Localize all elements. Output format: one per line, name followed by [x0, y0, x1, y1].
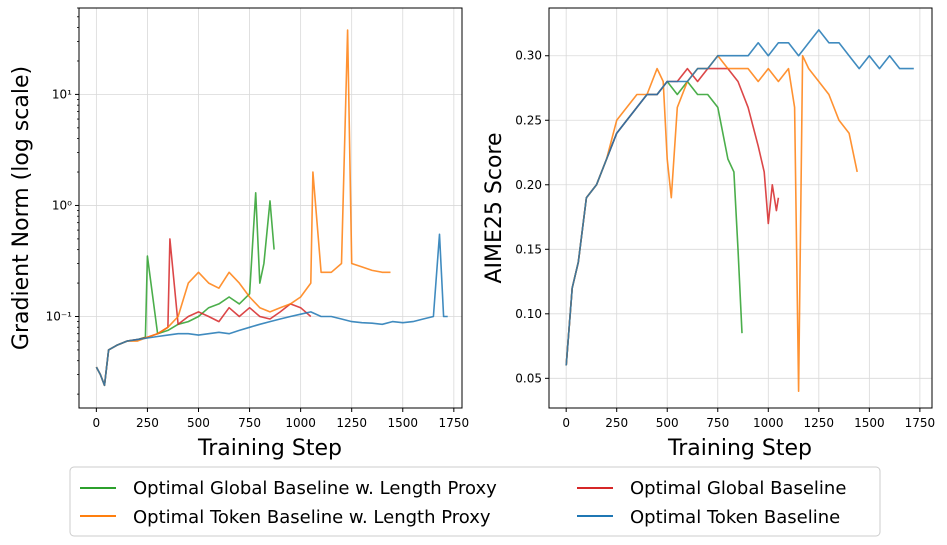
y-tick-label: 0.30	[515, 49, 542, 63]
aime25-x-axis-label: Training Step	[667, 436, 812, 461]
aime25-series-optimal-global-baseline-w-length-proxy	[565, 80, 743, 366]
x-tick-label: 250	[605, 416, 628, 430]
gradient-norm-series-optimal-global-baseline-w-length-proxy	[95, 192, 275, 387]
aime25-y-axis-label: AIME25 Score	[482, 132, 507, 283]
x-tick-label: 500	[656, 416, 679, 430]
x-tick-label: 1500	[387, 416, 418, 430]
y-tick-label: 10⁰	[52, 198, 72, 212]
gradient-norm-plot-frame	[78, 7, 463, 409]
gradient-norm-chart: 0 250 500 750 1000 1250 1500 1750 10⁻¹ 10⁰ 10¹ Tr…	[9, 7, 470, 461]
legend-item-global-length-proxy: Optimal Global Baseline w. Length Proxy	[80, 478, 497, 499]
x-tick-label: 750	[238, 416, 261, 430]
aime25-plot-frame	[548, 7, 933, 409]
y-tick-label: 0.20	[515, 178, 542, 192]
gradient-norm-x-axis-label: Training Step	[197, 436, 342, 461]
y-tick-label: 0.05	[515, 371, 542, 385]
x-tick-label: 1750	[439, 416, 470, 430]
gradient-norm-series-optimal-token-baseline	[95, 233, 448, 387]
legend-label: Optimal Global Baseline w. Length Proxy	[133, 478, 497, 499]
legend-box	[69, 466, 881, 537]
gradient-norm-y-axis-label: Gradient Norm (log scale)	[9, 66, 34, 350]
aime25-series-optimal-token-baseline-w-length-proxy	[565, 54, 858, 393]
x-tick-label: 1000	[753, 416, 784, 430]
x-tick-label: 1750	[905, 416, 936, 430]
x-tick-label: 1250	[804, 416, 835, 430]
x-tick-label: 1500	[854, 416, 885, 430]
x-tick-label: 0	[93, 416, 101, 430]
legend-label: Optimal Global Baseline	[630, 478, 846, 499]
x-tick-label: 1000	[285, 416, 316, 430]
y-tick-label: 0.10	[515, 307, 542, 321]
legend-label: Optimal Token Baseline	[630, 507, 840, 528]
gradient-norm-series-optimal-token-baseline-w-length-proxy	[95, 29, 391, 387]
aime25-series-optimal-token-baseline	[565, 29, 914, 366]
x-tick-label: 750	[706, 416, 729, 430]
y-tick-label: 10¹	[52, 87, 72, 101]
x-tick-label: 1250	[336, 416, 367, 430]
aime25-score-chart: 0 250 500 750 1000 1250 1500 1750 0.05 0.10 0.15 0…	[482, 7, 936, 461]
legend-item-token: Optimal Token Baseline	[577, 507, 840, 528]
legend: Optimal Global Baseline w. Length Proxy …	[69, 466, 881, 537]
aime25-series-optimal-global-baseline	[565, 67, 780, 366]
y-tick-label: 10⁻¹	[46, 310, 73, 324]
legend-item-global: Optimal Global Baseline	[577, 478, 846, 499]
x-tick-label: 0	[562, 416, 570, 430]
x-tick-label: 250	[136, 416, 159, 430]
legend-item-token-length-proxy: Optimal Token Baseline w. Length Proxy	[80, 507, 491, 528]
legend-label: Optimal Token Baseline w. Length Proxy	[133, 507, 491, 528]
x-tick-label: 500	[187, 416, 210, 430]
y-tick-label: 0.25	[515, 113, 542, 127]
y-tick-label: 0.15	[515, 242, 542, 256]
